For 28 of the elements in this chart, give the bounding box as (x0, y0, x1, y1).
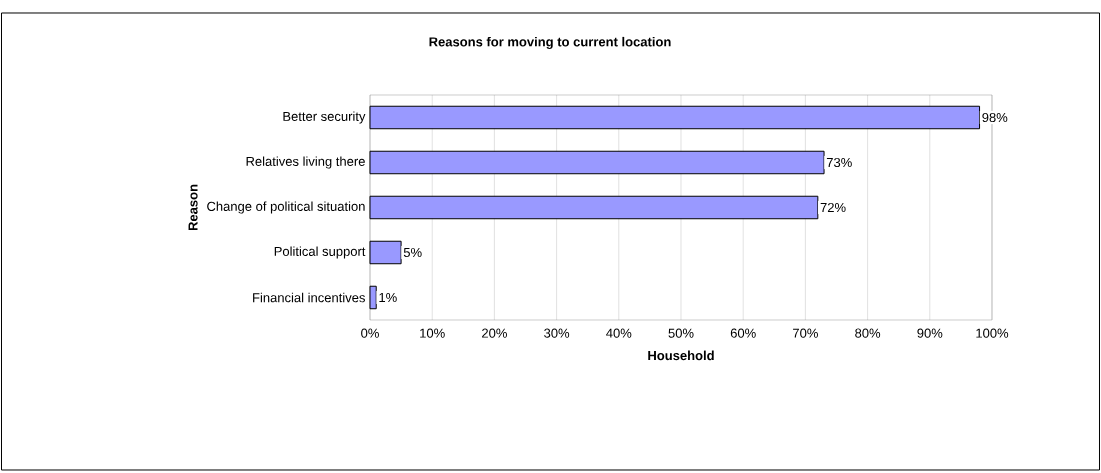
x-tick-label: 90% (917, 328, 943, 338)
x-tick-label: 60% (730, 328, 756, 338)
data-label: 73% (826, 157, 852, 168)
x-tick-label: 30% (544, 328, 570, 338)
bar (369, 285, 377, 310)
x-tick-label: 20% (482, 328, 507, 338)
y-tick-label: Change of political situation (207, 201, 365, 214)
x-tick-label: 80% (855, 328, 881, 338)
data-label: 5% (403, 247, 422, 258)
y-axis-title: Reason (188, 184, 198, 231)
y-tick-label: Relatives living there (246, 156, 365, 169)
x-tick-label: 50% (668, 328, 694, 338)
x-axis-title: Household (648, 350, 714, 361)
x-tick-label: 100% (976, 328, 1009, 338)
y-tick-label: Better security (283, 111, 366, 124)
x-tick-label: 10% (420, 328, 445, 338)
data-label: 72% (820, 202, 846, 213)
data-label: 98% (982, 112, 1008, 123)
y-tick-label: Financial incentives (253, 292, 365, 303)
bar (369, 195, 819, 220)
data-label: 1% (379, 292, 397, 303)
bar (369, 150, 825, 175)
y-tick-label: Political support (274, 246, 366, 259)
chart-title: Reasons for moving to current location (429, 36, 671, 50)
x-tick-label: 70% (793, 328, 818, 338)
bar (369, 240, 402, 265)
x-tick-label: 0% (361, 328, 379, 338)
x-tick-label: 40% (606, 328, 632, 338)
